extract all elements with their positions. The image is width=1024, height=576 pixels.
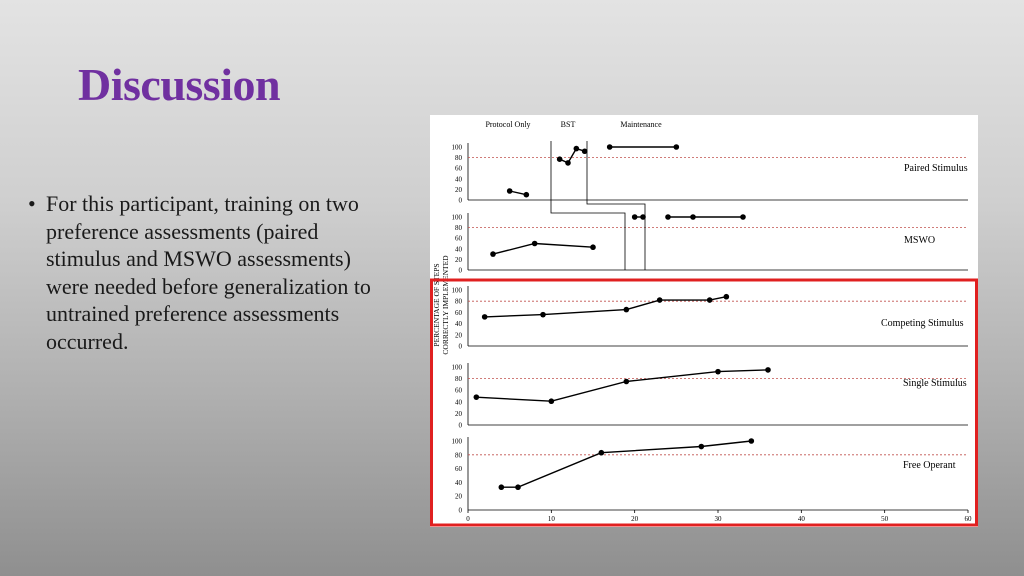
panel-label: MSWO — [904, 235, 935, 246]
y-tick-label: 80 — [455, 298, 463, 306]
y-tick-label: 40 — [455, 175, 463, 183]
series-line — [492, 242, 594, 255]
data-point — [690, 214, 696, 220]
x-tick-label: 40 — [798, 515, 806, 523]
x-tick-label: 0 — [466, 515, 470, 523]
panel-label: Paired Stimulus — [904, 163, 968, 174]
y-tick-label: 60 — [455, 165, 463, 173]
series-line — [501, 440, 752, 488]
series-line — [484, 296, 727, 318]
x-tick-label: 10 — [548, 515, 556, 523]
data-point — [631, 214, 638, 220]
data-point — [598, 449, 605, 456]
series-line — [559, 147, 585, 164]
data-point — [515, 484, 521, 491]
data-point — [698, 443, 705, 450]
data-point — [473, 394, 480, 400]
data-point — [506, 188, 513, 194]
data-point — [640, 214, 646, 220]
data-point — [715, 368, 721, 375]
data-point — [723, 293, 730, 300]
phase-label: Maintenance — [620, 120, 662, 129]
y-tick-label: 0 — [459, 422, 463, 430]
y-tick-label: 20 — [455, 331, 463, 339]
data-point — [531, 240, 538, 247]
y-tick-label: 0 — [459, 343, 463, 351]
y-tick-label: 20 — [455, 186, 463, 194]
series-line — [476, 369, 769, 402]
y-tick-label: 100 — [452, 364, 463, 372]
y-tick-label: 80 — [455, 224, 463, 232]
y-tick-label: 80 — [455, 451, 463, 459]
data-point — [623, 378, 630, 385]
y-tick-label: 100 — [452, 438, 463, 446]
data-point — [573, 145, 580, 152]
y-tick-label: 60 — [455, 465, 463, 473]
y-tick-label: 20 — [455, 256, 463, 264]
data-point — [606, 144, 613, 150]
y-tick-label: 60 — [455, 235, 463, 243]
data-point — [623, 306, 630, 313]
data-point — [490, 251, 496, 257]
data-point — [765, 367, 771, 373]
data-point — [748, 438, 755, 444]
data-point — [740, 214, 746, 220]
highlight-box — [430, 278, 978, 527]
phase-label: BST — [561, 120, 576, 129]
y-tick-label: 100 — [452, 214, 463, 222]
y-tick-label: 40 — [455, 479, 463, 487]
y-tick-label: 20 — [455, 410, 463, 418]
data-point — [665, 214, 671, 220]
y-axis-title-line-2: CORRECTLY IMPLEMENTED — [441, 255, 450, 355]
phase-label: Protocol Only — [485, 120, 530, 129]
data-point — [481, 314, 488, 320]
data-point — [673, 144, 680, 150]
slide-title: Discussion — [78, 59, 281, 110]
x-tick-label: 50 — [881, 515, 889, 523]
phase-change-line — [586, 141, 646, 270]
data-point — [548, 398, 555, 405]
bullet-text: For this participant, training on two pr… — [46, 191, 371, 354]
x-tick-label: 20 — [631, 515, 639, 523]
y-tick-label: 20 — [455, 493, 463, 501]
x-tick-label: 30 — [715, 515, 723, 523]
data-point — [523, 191, 530, 198]
y-tick-label: 40 — [455, 398, 463, 406]
panel-label: Competing Stimulus — [881, 318, 964, 329]
y-tick-label: 60 — [455, 309, 463, 317]
bullet-item: • For this participant, training on two … — [28, 190, 398, 355]
panel-label: Single Stimulus — [903, 378, 967, 389]
y-tick-label: 0 — [459, 197, 463, 205]
data-point — [498, 484, 505, 491]
y-tick-label: 100 — [452, 287, 463, 295]
x-tick-label: 60 — [965, 515, 973, 523]
phase-change-line — [550, 141, 626, 270]
panel-label: Free Operant — [903, 460, 956, 471]
y-tick-label: 0 — [459, 507, 463, 515]
y-axis-title-line-1: PERCENTAGE OF STEPS — [432, 263, 441, 346]
data-point — [540, 311, 546, 318]
data-point — [565, 160, 571, 166]
bullet-list: • For this participant, training on two … — [28, 190, 398, 355]
y-tick-label: 80 — [455, 375, 463, 383]
y-tick-label: 100 — [452, 144, 463, 152]
data-point — [656, 297, 663, 303]
data-point — [556, 156, 563, 162]
data-point — [706, 297, 713, 303]
y-tick-label: 40 — [455, 245, 463, 253]
y-tick-label: 80 — [455, 154, 463, 162]
y-tick-label: 60 — [455, 387, 463, 395]
multiple-baseline-figure: 0 20 40 60 80 100 Paired Stimulus 0 20 40 60 80 100 M… — [430, 115, 978, 527]
y-tick-label: 0 — [459, 267, 463, 275]
series-line — [509, 190, 527, 196]
data-point — [581, 148, 588, 155]
data-point — [590, 244, 596, 251]
y-tick-label: 40 — [455, 320, 463, 328]
bullet-marker: • — [28, 191, 36, 216]
